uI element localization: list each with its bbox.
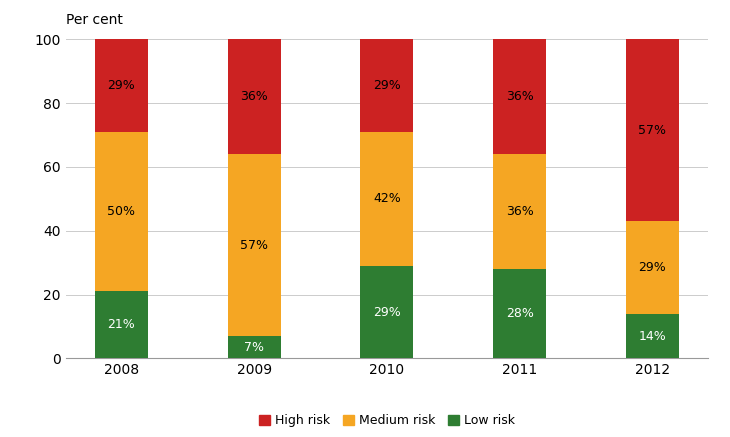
Bar [95, 39, 148, 132]
Bar [361, 132, 413, 266]
Bar [361, 39, 413, 132]
Text: 36%: 36% [506, 90, 534, 103]
Bar [493, 154, 546, 269]
Text: 29%: 29% [639, 261, 666, 274]
Text: 29%: 29% [373, 305, 401, 319]
Text: 50%: 50% [107, 205, 136, 218]
Bar [228, 336, 281, 358]
Text: 29%: 29% [107, 79, 135, 92]
Text: 7%: 7% [244, 341, 264, 354]
Bar [228, 154, 281, 336]
Text: 36%: 36% [506, 205, 534, 218]
Bar [493, 269, 546, 358]
Bar [228, 39, 281, 154]
Text: 14%: 14% [639, 329, 666, 343]
Legend: High risk, Medium risk, Low risk: High risk, Medium risk, Low risk [254, 409, 520, 432]
Text: 36%: 36% [240, 90, 268, 103]
Bar [361, 266, 413, 358]
Text: 21%: 21% [107, 318, 135, 331]
Text: 57%: 57% [638, 124, 666, 137]
Bar [626, 314, 679, 358]
Text: 29%: 29% [373, 79, 401, 92]
Text: 28%: 28% [506, 307, 534, 320]
Bar [95, 132, 148, 291]
Text: Per cent: Per cent [66, 13, 123, 27]
Bar [493, 39, 546, 154]
Bar [95, 291, 148, 358]
Bar [626, 39, 679, 221]
Bar [626, 221, 679, 314]
Text: 42%: 42% [373, 192, 401, 205]
Text: 57%: 57% [240, 239, 268, 252]
